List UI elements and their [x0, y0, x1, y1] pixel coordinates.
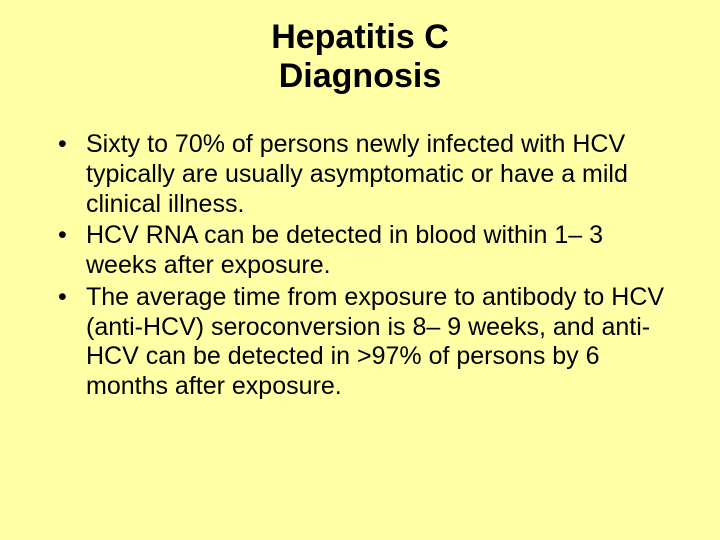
slide: Hepatitis C Diagnosis Sixty to 70% of pe… [0, 0, 720, 540]
list-item: The average time from exposure to antibo… [58, 283, 680, 402]
list-item: HCV RNA can be detected in blood within … [58, 221, 680, 281]
bullet-text: Sixty to 70% of persons newly infected w… [86, 130, 628, 218]
bullet-text: The average time from exposure to antibo… [86, 283, 664, 400]
list-item: Sixty to 70% of persons newly infected w… [58, 130, 680, 219]
slide-title: Hepatitis C Diagnosis [40, 18, 680, 96]
bullet-list: Sixty to 70% of persons newly infected w… [58, 130, 680, 402]
title-line-1: Hepatitis C [271, 18, 449, 56]
bullet-text: HCV RNA can be detected in blood within … [86, 221, 603, 279]
title-line-2: Diagnosis [279, 57, 441, 95]
